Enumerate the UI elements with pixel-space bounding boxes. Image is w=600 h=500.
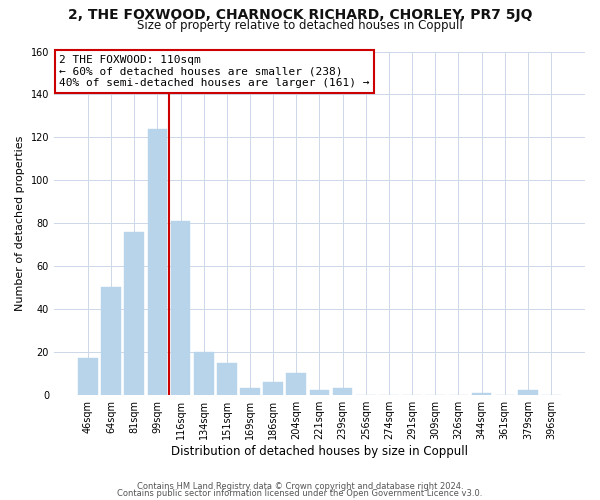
Text: Size of property relative to detached houses in Coppull: Size of property relative to detached ho… bbox=[137, 19, 463, 32]
Bar bbox=[101, 288, 121, 395]
Bar bbox=[310, 390, 329, 394]
Text: Contains HM Land Registry data © Crown copyright and database right 2024.: Contains HM Land Registry data © Crown c… bbox=[137, 482, 463, 491]
Bar bbox=[217, 362, 236, 394]
Bar bbox=[194, 352, 214, 395]
Y-axis label: Number of detached properties: Number of detached properties bbox=[15, 136, 25, 311]
Bar bbox=[286, 374, 306, 394]
Text: 2 THE FOXWOOD: 110sqm
← 60% of detached houses are smaller (238)
40% of semi-det: 2 THE FOXWOOD: 110sqm ← 60% of detached … bbox=[59, 55, 370, 88]
Bar bbox=[170, 221, 190, 394]
Text: 2, THE FOXWOOD, CHARNOCK RICHARD, CHORLEY, PR7 5JQ: 2, THE FOXWOOD, CHARNOCK RICHARD, CHORLE… bbox=[68, 8, 532, 22]
Bar bbox=[263, 382, 283, 394]
Text: Contains public sector information licensed under the Open Government Licence v3: Contains public sector information licen… bbox=[118, 488, 482, 498]
X-axis label: Distribution of detached houses by size in Coppull: Distribution of detached houses by size … bbox=[171, 444, 468, 458]
Bar bbox=[78, 358, 98, 395]
Bar bbox=[472, 392, 491, 394]
Bar bbox=[124, 232, 144, 394]
Bar bbox=[240, 388, 260, 394]
Bar bbox=[333, 388, 352, 394]
Bar bbox=[518, 390, 538, 394]
Bar bbox=[148, 128, 167, 394]
